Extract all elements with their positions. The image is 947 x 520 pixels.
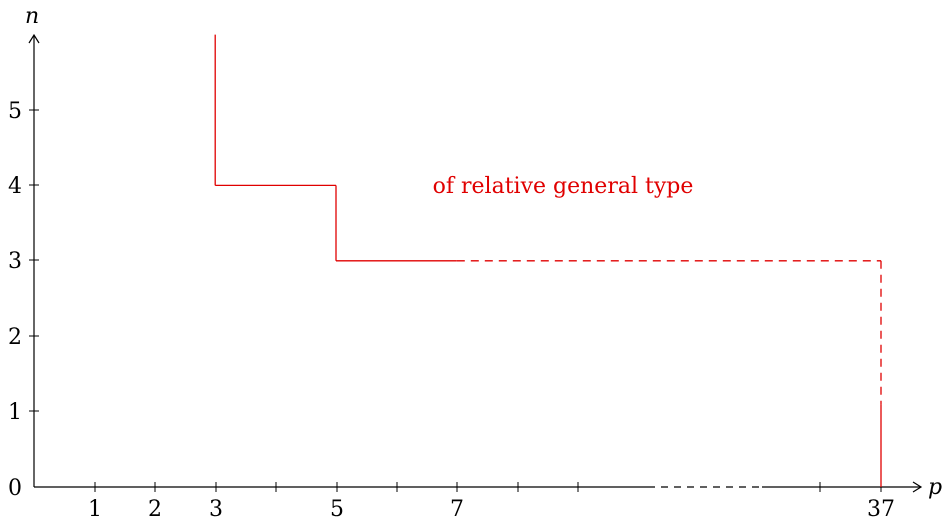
x-axis-title: p: [928, 475, 942, 500]
x-axis-arrow-icon: [912, 481, 923, 493]
y-tick-label: 4: [8, 174, 22, 199]
y-tick-label: 1: [8, 400, 22, 425]
x-tick-label: 2: [148, 497, 162, 520]
x-tick-label: 37: [867, 497, 895, 520]
annotation-label: of relative general type: [433, 174, 694, 199]
x-tick-label: 7: [450, 497, 464, 520]
x-tick-label: 1: [88, 497, 102, 520]
y-axis-title: n: [25, 4, 39, 29]
y-tick-label: 3: [8, 249, 22, 274]
y-tick-label: 2: [8, 325, 22, 350]
y-axis-arrow-icon: [28, 33, 40, 44]
series-layer: [214, 34, 882, 487]
x-tick-label: 5: [330, 497, 344, 520]
axes: p n 1 2 3 5 7 37 0 1 2 3 4 5: [8, 4, 942, 520]
y-tick-label: 5: [8, 99, 22, 124]
x-tick-label: 3: [209, 497, 223, 520]
y-tick-label: 0: [8, 476, 22, 501]
